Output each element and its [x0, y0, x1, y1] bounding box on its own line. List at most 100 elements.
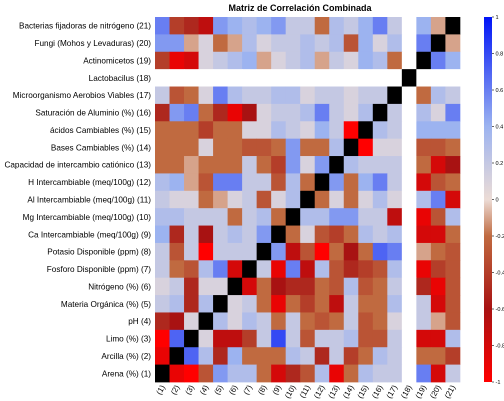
heatmap-cell: [445, 347, 461, 365]
column-label: (18): [399, 383, 414, 400]
heatmap-cell: [343, 277, 359, 296]
column-label: (10): [283, 383, 298, 400]
heatmap-cell: [155, 225, 170, 244]
heatmap-cell: [300, 260, 316, 279]
heatmap-cell: [372, 347, 388, 365]
heatmap-cell: [401, 138, 417, 157]
heatmap-cell: [227, 156, 243, 174]
heatmap-cell: [430, 173, 446, 192]
row-label: Nitrógeno (%) (6): [88, 282, 151, 291]
heatmap-cell: [314, 86, 330, 105]
chart-title: Matriz de Correlación Combinada: [228, 3, 372, 13]
heatmap-cell: [213, 51, 228, 70]
heatmap-cell: [285, 277, 301, 296]
column-label: (6): [227, 383, 240, 396]
heatmap-cell: [155, 347, 170, 365]
heatmap-cell: [155, 329, 170, 348]
heatmap-cell: [314, 69, 330, 87]
heatmap-cell: [300, 34, 316, 53]
heatmap-cell: [358, 86, 374, 105]
heatmap-cell: [227, 364, 243, 383]
heatmap-cell: [430, 242, 446, 261]
heatmap-cell: [387, 173, 403, 192]
heatmap-cell: [271, 277, 287, 296]
heatmap-cell: [314, 173, 330, 192]
heatmap-cell: [285, 312, 301, 331]
heatmap-cell: [445, 364, 461, 383]
heatmap-cell: [256, 173, 272, 192]
heatmap-cell: [271, 190, 287, 209]
colorbar-tick-label: 0.6: [496, 88, 504, 94]
heatmap-cell: [271, 86, 287, 105]
heatmap-cell: [329, 225, 345, 244]
heatmap-cell: [285, 51, 301, 70]
heatmap-cell: [358, 103, 374, 122]
heatmap-cell: [300, 277, 316, 296]
heatmap-cell: [401, 225, 417, 244]
heatmap-cell: [358, 121, 374, 140]
heatmap-cell: [242, 121, 258, 140]
heatmap-cell: [198, 51, 214, 70]
heatmap-cell: [401, 312, 417, 331]
heatmap-cell: [213, 103, 228, 122]
heatmap-cell: [198, 277, 214, 296]
heatmap-cell: [358, 295, 374, 313]
heatmap-cell: [184, 190, 199, 209]
heatmap-cell: [242, 295, 258, 313]
heatmap-cell: [329, 34, 345, 53]
heatmap-cell: [198, 260, 214, 279]
heatmap-cell: [227, 347, 243, 365]
heatmap-cell: [372, 295, 388, 313]
heatmap-cell: [329, 17, 345, 35]
heatmap-cell: [227, 260, 243, 279]
heatmap-cell: [155, 51, 170, 70]
row-label: Mg Intercambiable (meq/100g) (10): [23, 213, 152, 222]
heatmap-cell: [358, 34, 374, 53]
heatmap-cell: [242, 242, 258, 261]
heatmap-cell: [198, 103, 214, 122]
heatmap-cell: [285, 121, 301, 140]
heatmap-cell: [169, 225, 185, 244]
column-label: (8): [256, 383, 269, 396]
heatmap-cell: [387, 138, 403, 157]
heatmap-cell: [184, 51, 199, 70]
heatmap-cell: [184, 277, 199, 296]
heatmap-cell: [285, 190, 301, 209]
colorbar-tick-label: -0.8: [496, 344, 504, 350]
heatmap-cell: [387, 277, 403, 296]
heatmap-cell: [430, 277, 446, 296]
column-label: (13): [327, 383, 342, 400]
heatmap-cell: [416, 121, 432, 140]
heatmap-cell: [169, 208, 185, 226]
colorbar-tick-label: -1: [496, 380, 501, 386]
heatmap-cell: [343, 121, 359, 140]
column-label: (15): [356, 383, 371, 400]
heatmap-cell: [430, 347, 446, 365]
heatmap-cell: [213, 329, 228, 348]
row-label: Potasio Disponible (ppm) (8): [47, 248, 151, 257]
heatmap-cell: [155, 17, 170, 35]
heatmap-cell: [227, 121, 243, 140]
heatmap-cell: [285, 347, 301, 365]
heatmap-cell: [169, 277, 185, 296]
heatmap-cell: [242, 17, 258, 35]
heatmap-cell: [271, 295, 287, 313]
heatmap-cell: [256, 329, 272, 348]
heatmap-cell: [271, 225, 287, 244]
row-label: H Intercambiable (meq/100g) (12): [28, 178, 151, 187]
heatmap-cell: [198, 190, 214, 209]
heatmap-cell: [314, 277, 330, 296]
row-label: Bases Cambiables (%) (14): [51, 143, 151, 152]
heatmap-cell: [155, 190, 170, 209]
heatmap-cell: [329, 190, 345, 209]
heatmap-cell: [314, 364, 330, 383]
heatmap-cell: [271, 260, 287, 279]
heatmap-cell: [155, 103, 170, 122]
heatmap-cell: [358, 138, 374, 157]
heatmap-cell: [256, 364, 272, 383]
heatmap-cell: [372, 225, 388, 244]
heatmap-cell: [242, 51, 258, 70]
heatmap-cell: [213, 225, 228, 244]
heatmap-cell: [198, 69, 214, 87]
heatmap-cell: [169, 86, 185, 105]
